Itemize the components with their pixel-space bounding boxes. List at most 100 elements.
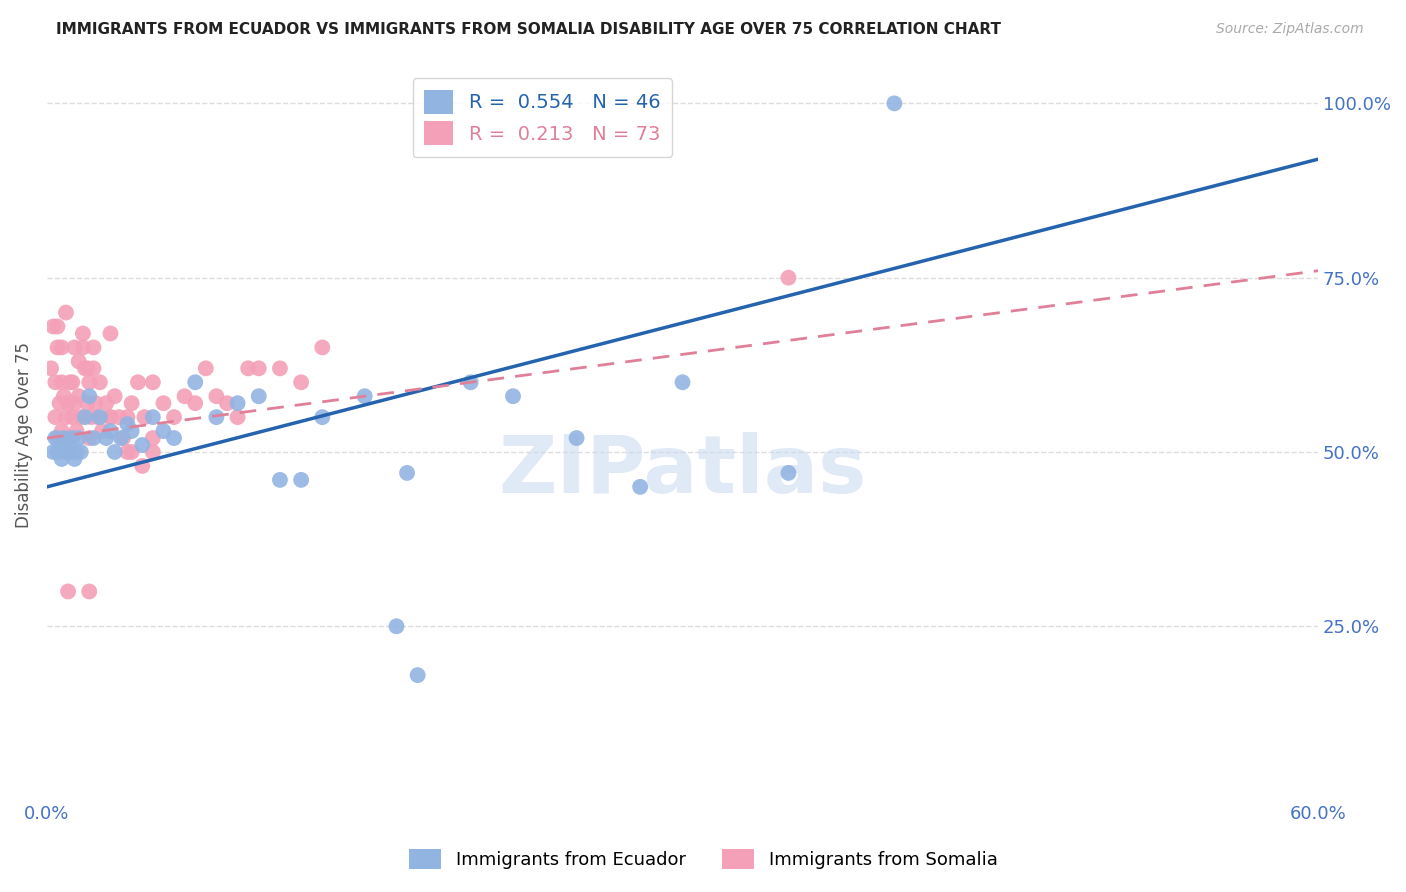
Point [96,431,118,445]
Point [55,305,77,319]
Point [48,396,70,410]
Point [502,389,524,403]
Point [83,361,105,376]
Point [56,431,79,445]
Point [59,445,82,459]
Point [87,410,110,425]
Point [108,410,131,425]
Point [121,396,143,410]
Point [100,410,122,425]
Point [69,445,91,459]
Point [73,410,96,425]
Point [112,431,135,445]
Point [100,326,122,341]
Point [51,424,73,438]
Point [226,410,249,425]
Text: IMMIGRANTS FROM ECUADOR VS IMMIGRANTS FROM SOMALIA DISABILITY AGE OVER 75 CORREL: IMMIGRANTS FROM ECUADOR VS IMMIGRANTS FR… [56,22,1001,37]
Point [163,410,186,425]
Point [55,445,77,459]
Point [142,410,165,425]
Point [48,438,70,452]
Point [52,389,75,403]
Point [628,480,651,494]
Point [76,361,98,376]
Point [131,438,153,452]
Point [290,473,312,487]
Point [77,389,100,403]
Point [247,389,270,403]
Point [44,410,66,425]
Point [77,431,100,445]
Point [460,376,482,390]
Text: ZIPatlas: ZIPatlas [498,433,866,510]
Point [121,424,143,438]
Point [117,445,139,459]
Point [205,389,228,403]
Point [80,410,103,425]
Y-axis label: Disability Age Over 75: Disability Age Over 75 [15,342,32,527]
Point [110,431,132,445]
Point [65,424,87,438]
Point [142,431,165,445]
Point [65,445,87,459]
Point [51,376,73,390]
Point [406,668,429,682]
Point [121,445,143,459]
Point [56,584,79,599]
Point [44,431,66,445]
Point [127,376,149,390]
Point [142,445,165,459]
Point [52,431,75,445]
Point [100,410,122,425]
Point [311,340,333,354]
Point [163,431,186,445]
Point [311,410,333,425]
Point [39,361,62,376]
Point [83,431,105,445]
Point [184,376,207,390]
Point [152,396,174,410]
Point [83,340,105,354]
Point [67,389,90,403]
Point [46,340,69,354]
Point [56,396,79,410]
Point [89,376,111,390]
Point [215,396,238,410]
Point [46,445,69,459]
Point [60,431,83,445]
Point [51,452,73,467]
Point [63,452,86,467]
Point [353,389,375,403]
Point [142,376,165,390]
Point [42,319,65,334]
Point [117,410,139,425]
Point [73,361,96,376]
Point [152,424,174,438]
Point [778,466,800,480]
Point [42,445,65,459]
Point [104,389,127,403]
Point [56,438,79,452]
Point [385,619,408,633]
Point [565,431,588,445]
Point [100,424,122,438]
Point [69,410,91,425]
Point [269,473,291,487]
Point [63,340,86,354]
Point [117,417,139,431]
Point [63,396,86,410]
Point [269,361,291,376]
Point [238,361,260,376]
Text: Source: ZipAtlas.com: Source: ZipAtlas.com [1216,22,1364,37]
Point [72,326,94,341]
Point [226,396,249,410]
Point [55,410,77,425]
Point [184,396,207,410]
Point [671,376,693,390]
Point [46,431,69,445]
Point [67,431,90,445]
Point [60,376,83,390]
Point [89,410,111,425]
Point [131,458,153,473]
Point [46,319,69,334]
